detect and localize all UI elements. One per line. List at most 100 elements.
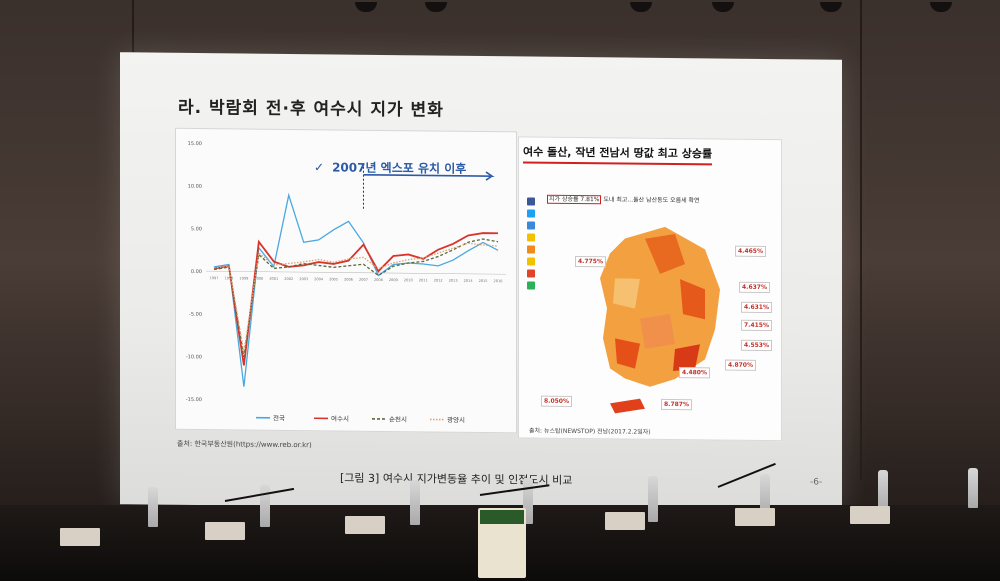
share-icon bbox=[527, 233, 535, 242]
y-tick-label: 5.00 bbox=[191, 226, 202, 232]
cup bbox=[735, 508, 775, 526]
x-tick-label: 2002 bbox=[284, 277, 293, 281]
x-tick-label: 1998 bbox=[224, 276, 233, 280]
map-region bbox=[615, 338, 640, 369]
map-label: 7.415% bbox=[741, 319, 772, 332]
water-bottle bbox=[760, 474, 770, 518]
x-tick-label: 2008 bbox=[374, 278, 383, 282]
map-region bbox=[673, 344, 700, 372]
cup bbox=[205, 522, 245, 540]
x-tick-label: 2004 bbox=[314, 277, 324, 281]
share-icon bbox=[527, 221, 535, 230]
map-label: 4.480% bbox=[679, 367, 710, 379]
nameplate bbox=[478, 508, 526, 578]
zero-line bbox=[206, 270, 506, 275]
y-tick-label: -5.00 bbox=[189, 312, 202, 318]
map-region bbox=[645, 234, 685, 274]
y-tick-label: -15.00 bbox=[186, 397, 202, 403]
water-bottle bbox=[410, 480, 420, 525]
share-icon bbox=[527, 281, 535, 290]
ceiling-light bbox=[630, 2, 652, 12]
page-number: -6- bbox=[810, 477, 823, 488]
map-label: 4.631% bbox=[741, 301, 772, 314]
x-tick-label: 2011 bbox=[419, 278, 428, 282]
x-tick-label: 2006 bbox=[344, 278, 353, 282]
chart-annotation: ✓ 2007년 엑스포 유치 이후 bbox=[314, 158, 466, 177]
water-bottle bbox=[260, 485, 270, 527]
map-region bbox=[680, 279, 705, 320]
news-headline: 여수 돌산, 작년 전남서 땅값 최고 상승률 bbox=[523, 143, 713, 166]
map-label: 4.870% bbox=[725, 359, 756, 371]
y-tick-label: 15.00 bbox=[188, 141, 202, 147]
slide-title: 라. 박람회 전·후 여수시 지가 변화 bbox=[178, 97, 444, 121]
water-bottle bbox=[648, 476, 658, 522]
legend-label: 전국 bbox=[273, 413, 285, 422]
share-icon bbox=[527, 257, 535, 266]
x-tick-label: 2014 bbox=[464, 279, 474, 283]
map-label: 8.050% bbox=[541, 395, 572, 407]
x-tick-label: 2001 bbox=[269, 277, 278, 281]
x-tick-label: 2000 bbox=[254, 277, 263, 281]
share-icon bbox=[527, 197, 535, 206]
chart-svg: 15.00 10.00 5.00 0.00 -5.00 -10.00 -15.00 1997 1… bbox=[186, 141, 506, 424]
ceiling-light bbox=[930, 2, 952, 12]
legend-label: 순천시 bbox=[389, 415, 407, 424]
news-credit: 출처: 뉴스탑(NEWSTOP) 전남(2017.2.2일자) bbox=[529, 427, 651, 436]
x-tick-label: 2005 bbox=[329, 277, 338, 281]
jeju-island bbox=[610, 398, 645, 414]
map-region bbox=[640, 313, 675, 349]
checkmark-icon: ✓ bbox=[314, 160, 325, 175]
projection-screen: 라. 박람회 전·후 여수시 지가 변화 15.00 10.00 5.00 0.00 -… bbox=[120, 52, 842, 512]
y-tick-label: 10.00 bbox=[188, 184, 202, 190]
annotation-arrow bbox=[363, 171, 495, 181]
land-price-chart: 15.00 10.00 5.00 0.00 -5.00 -10.00 -15.00 1997 1… bbox=[175, 127, 517, 434]
water-bottle bbox=[968, 468, 978, 508]
map-label: 4.637% bbox=[739, 281, 770, 294]
y-tick-label: 0.00 bbox=[191, 269, 202, 275]
x-tick-label: 2016 bbox=[494, 279, 503, 283]
cup bbox=[60, 528, 100, 546]
x-tick-label: 1997 bbox=[210, 276, 219, 280]
share-buttons bbox=[527, 197, 535, 293]
x-tick-label: 2015 bbox=[479, 279, 488, 283]
x-tick-label: 2009 bbox=[389, 278, 398, 282]
series-line bbox=[213, 192, 499, 387]
cup bbox=[345, 516, 385, 534]
news-clipping: 여수 돌산, 작년 전남서 땅값 최고 상승률 지가 상승률 7.81% 도내 … bbox=[518, 136, 782, 442]
x-tick-label: 2007 bbox=[359, 278, 368, 282]
x-tick-label: 2003 bbox=[299, 277, 308, 281]
y-tick-label: -10.00 bbox=[186, 354, 202, 360]
news-caption: 지가 상승률 7.81% 도내 최고...돌산 남산동도 오름세 확연 bbox=[547, 194, 700, 205]
map-region bbox=[613, 278, 640, 309]
water-bottle bbox=[523, 478, 533, 524]
korea-map bbox=[600, 226, 720, 414]
x-tick-label: 1999 bbox=[239, 276, 248, 280]
ceiling-light bbox=[425, 2, 447, 12]
share-icon bbox=[527, 269, 535, 278]
caption-highlight: 지가 상승률 7.81% bbox=[547, 194, 602, 205]
map-label: 4.553% bbox=[741, 339, 772, 352]
legend-label: 여수시 bbox=[331, 414, 349, 423]
ceiling-light bbox=[355, 2, 377, 12]
legend-label: 광양시 bbox=[447, 416, 465, 424]
ceiling-light bbox=[820, 2, 842, 12]
map-label: 4.775% bbox=[575, 255, 606, 268]
nameplate-role bbox=[480, 510, 524, 524]
series-line bbox=[213, 238, 499, 357]
wall-seam-right bbox=[860, 0, 862, 480]
caption-rest: 도내 최고...돌산 남산동도 오름세 확연 bbox=[603, 196, 700, 205]
x-tick-label: 2012 bbox=[434, 279, 443, 283]
ceiling-light bbox=[712, 2, 734, 12]
water-bottle bbox=[878, 470, 888, 512]
map-label: 4.465% bbox=[735, 245, 766, 257]
chart-source: 출처: 한국부동산원(https://www.reb.or.kr) bbox=[177, 439, 312, 450]
series-line bbox=[213, 232, 498, 366]
cup bbox=[605, 512, 645, 530]
annotation-text: 2007년 엑스포 유치 이후 bbox=[332, 160, 467, 176]
share-icon bbox=[527, 209, 535, 218]
x-tick-label: 2013 bbox=[449, 279, 458, 283]
x-tick-label: 2010 bbox=[404, 278, 413, 282]
cup bbox=[850, 506, 890, 524]
share-icon bbox=[527, 245, 535, 254]
